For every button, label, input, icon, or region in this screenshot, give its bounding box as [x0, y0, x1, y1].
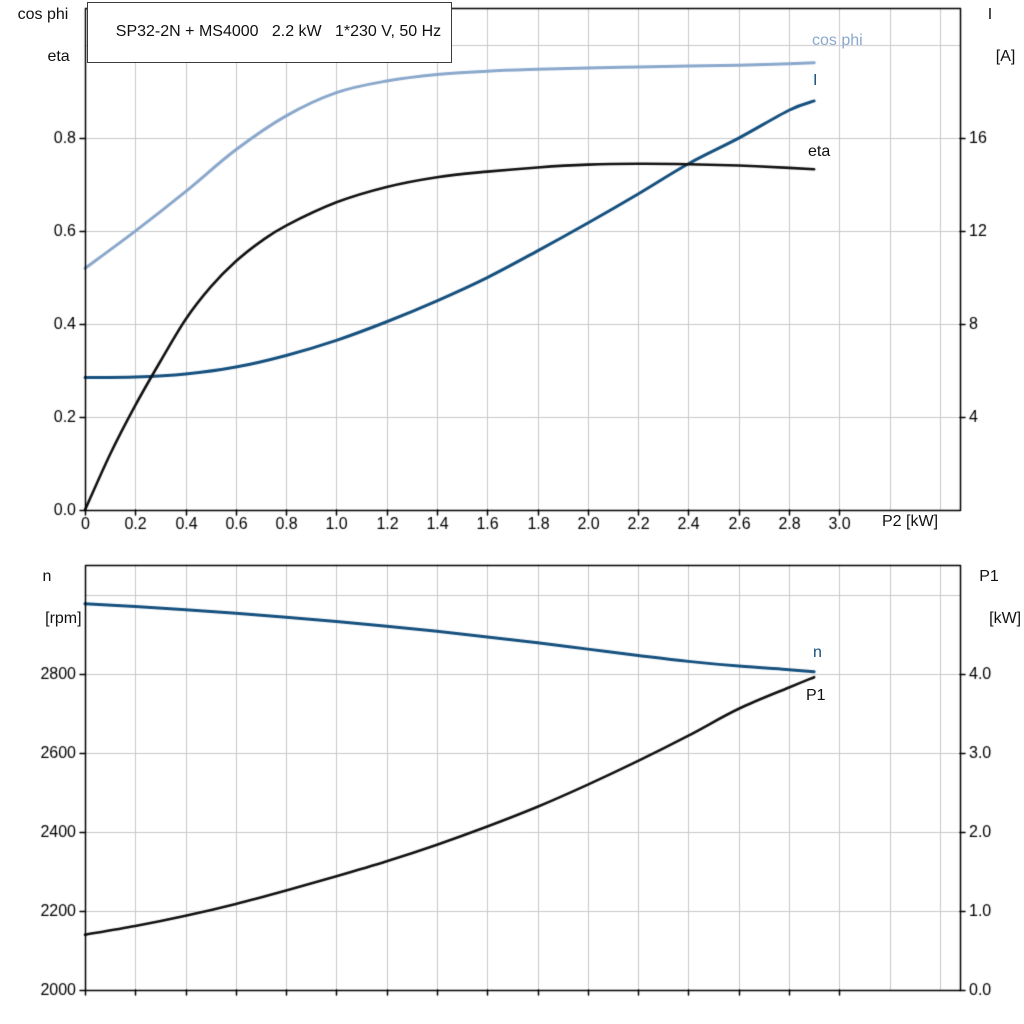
eta-axis-label: eta	[47, 48, 70, 65]
current-curve-label: I	[813, 72, 818, 89]
p1-axis-label: P1	[979, 568, 999, 585]
kw-unit-label: [kW]	[989, 610, 1022, 627]
p1-curve-label: P1	[806, 687, 826, 704]
chart-title-box: SP32-2N + MS4000 2.2 kW 1*230 V, 50 Hz	[87, 2, 453, 63]
top-left-axis-title: cos phi eta	[4, 4, 82, 67]
cos-phi-curve-label: cos phi	[812, 32, 863, 49]
chart-title: SP32-2N + MS4000 2.2 kW 1*230 V, 50 Hz	[115, 23, 442, 40]
speed-curve-label: n	[813, 644, 822, 661]
speed-axis-label: n	[42, 568, 52, 585]
top-right-axis-title: I [A]	[960, 4, 1020, 67]
bottom-left-axis-title: n [rpm]	[14, 566, 82, 629]
ampere-unit-label: [A]	[995, 48, 1016, 65]
bottom-right-axis-title: P1 [kW]	[958, 566, 1022, 629]
rpm-unit-label: [rpm]	[45, 610, 82, 627]
eta-curve-label: eta	[808, 143, 831, 160]
x-axis-label: P2 [kW]	[882, 513, 939, 530]
current-axis-label: I	[987, 6, 993, 23]
cos-phi-axis-label: cos phi	[17, 6, 69, 23]
